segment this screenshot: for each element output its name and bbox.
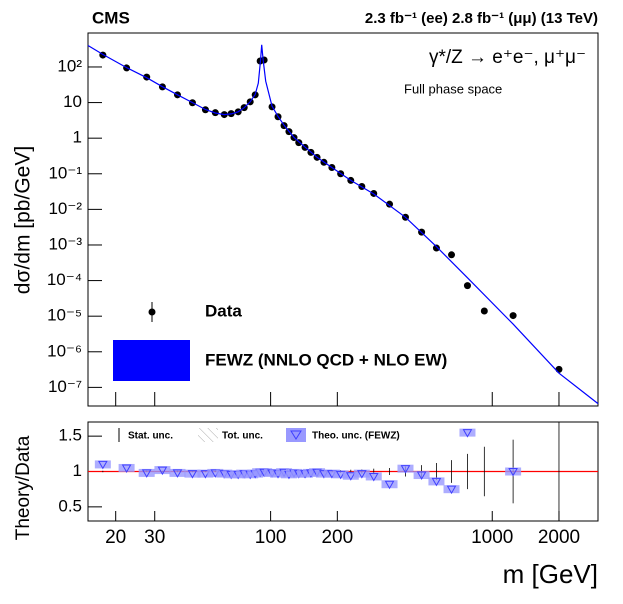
y-tick-label: 10⁻⁶ [47, 341, 82, 360]
y-tick-label: 10⁻⁴ [47, 270, 82, 289]
theory-band [332, 470, 349, 479]
legend-data-marker [148, 308, 156, 316]
theory-marker [97, 460, 108, 470]
theory-marker [356, 470, 367, 479]
x-tick-label: 1000 [471, 527, 513, 548]
theory-marker [187, 470, 198, 479]
legend-fewz-swatch [113, 340, 190, 381]
y-tick-label: 10⁻² [48, 199, 82, 218]
theory-band [118, 463, 135, 472]
legend-label: Tot. unc. [222, 431, 263, 442]
theory-marker [335, 470, 346, 480]
theory-marker [384, 480, 395, 490]
legend-label: Theo. unc. (FEWZ) [312, 431, 400, 442]
x-tick-label: 20 [105, 527, 126, 548]
process-label: γ*/Z → e⁺e⁻, μ⁺μ⁻ [429, 47, 586, 68]
legend-label: FEWZ (NNLO QCD + NLO EW) [205, 350, 447, 369]
theory-band [353, 469, 370, 478]
y-axis-label: dσ/dm [pb/GeV] [12, 146, 35, 294]
x-tick-label: 30 [144, 527, 165, 548]
theory-band [94, 460, 111, 469]
theory-marker [446, 485, 457, 495]
data-point [386, 200, 394, 208]
legend-total-swatch [198, 428, 218, 442]
theory-band [197, 469, 214, 478]
theory-band [207, 468, 224, 477]
x-axis-label: m [GeV] [503, 559, 598, 589]
theory-band [505, 467, 522, 476]
upper-frame [87, 32, 599, 407]
theory-band [365, 472, 382, 481]
theory-band [154, 466, 171, 475]
theory-marker [368, 472, 379, 482]
theory-marker [416, 471, 427, 481]
theory-marker [141, 469, 152, 478]
data-point [463, 282, 471, 290]
theory-marker [172, 469, 183, 478]
theory-band [381, 480, 398, 489]
x-tick-label: 200 [321, 527, 353, 548]
theory-marker [157, 466, 168, 476]
theory-band [413, 471, 430, 480]
x-tick-label: 100 [255, 527, 287, 548]
legend-theory-marker [290, 430, 302, 440]
theory-band [459, 428, 476, 437]
theory-marker [121, 464, 132, 473]
y-tick-label: 10² [57, 56, 82, 75]
phase-space-label: Full phase space [404, 81, 502, 96]
theory-marker [400, 465, 411, 474]
theory-band [443, 485, 460, 494]
legend-label: Data [205, 301, 242, 320]
theory-band [138, 468, 155, 477]
theory-marker [508, 468, 518, 477]
experiment: CMS [92, 8, 130, 27]
data-point [509, 312, 517, 320]
theory-band [397, 464, 414, 473]
luminosity: 2.3 fb⁻¹ (ee) 2.8 fb⁻¹ (μμ) (13 TeV) [365, 10, 598, 27]
data-point [480, 307, 488, 315]
legend-label: Stat. unc. [128, 431, 173, 442]
theory-line [87, 44, 599, 405]
y-tick-label: 1.5 [58, 426, 82, 445]
y-tick-label: 10⁻⁷ [48, 377, 82, 396]
theory-band [323, 469, 340, 478]
ratio-axis-label: Theory/Data [13, 435, 34, 540]
theory-band [342, 471, 359, 480]
data-point [448, 251, 456, 259]
y-tick-label: 1 [73, 461, 82, 480]
theory-marker [462, 429, 473, 438]
theory-marker [345, 472, 356, 481]
theory-band [169, 468, 186, 477]
theory-band [428, 477, 445, 486]
y-tick-label: 10⁻⁵ [47, 306, 82, 325]
data-point [260, 56, 268, 64]
data-point [555, 365, 563, 373]
theory-band [184, 469, 201, 478]
data-point [432, 244, 440, 252]
y-tick-label: 10⁻³ [48, 234, 82, 253]
y-tick-label: 10 [63, 92, 82, 111]
y-tick-label: 1 [73, 128, 82, 147]
x-tick-label: 2000 [538, 527, 580, 548]
theory-marker [431, 477, 442, 487]
y-tick-label: 10⁻¹ [48, 163, 82, 182]
y-tick-label: 0.5 [58, 496, 82, 515]
